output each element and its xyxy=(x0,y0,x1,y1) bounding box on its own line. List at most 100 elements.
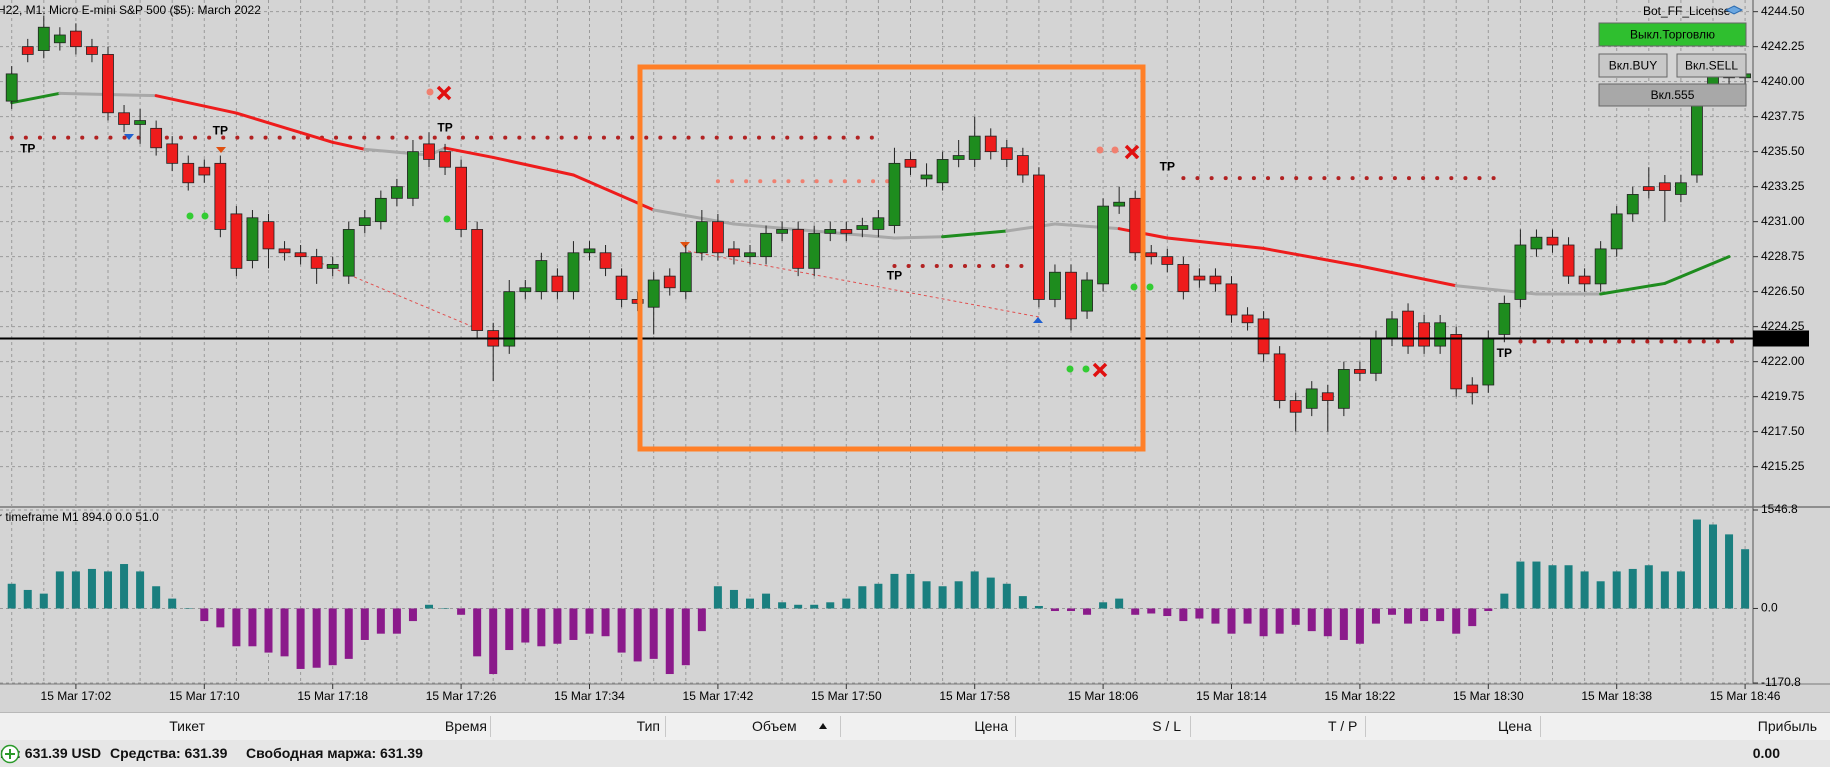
y-tick-label: 4235.50 xyxy=(1761,144,1805,158)
arrow-marker xyxy=(216,147,226,153)
candle-body xyxy=(952,155,965,160)
button-label[interactable]: Вкл.555 xyxy=(1651,88,1695,102)
histogram-bar xyxy=(986,577,995,609)
profit: 0.00 xyxy=(1752,745,1780,761)
column-header[interactable]: Объем xyxy=(752,718,797,734)
candle-body xyxy=(1546,236,1559,246)
histogram-bar xyxy=(280,608,289,657)
histogram-bar xyxy=(505,608,514,651)
candle-body xyxy=(423,143,435,160)
histogram-bar xyxy=(200,608,209,622)
moving-average-segment xyxy=(234,111,335,144)
histogram-bar xyxy=(729,589,738,609)
y-tick-label: 1546.8 xyxy=(1761,502,1798,516)
candle-body xyxy=(1450,334,1463,390)
y-tick-label: 4244.50 xyxy=(1761,4,1805,18)
candle-body xyxy=(262,221,275,250)
candle-body xyxy=(1514,244,1527,300)
button-label[interactable]: Выкл.Торговлю xyxy=(1630,28,1715,42)
candle-body xyxy=(1402,310,1414,347)
moving-average-segment xyxy=(941,229,1009,239)
histogram-bar xyxy=(1115,598,1124,609)
candle-body xyxy=(37,26,50,51)
candle-body xyxy=(342,229,355,277)
equity: Средства: 631.39 xyxy=(110,745,228,761)
candle-body xyxy=(1354,369,1366,374)
chart-background xyxy=(0,0,1830,712)
column-header[interactable]: Тикет xyxy=(169,718,205,734)
column-header[interactable]: S / L xyxy=(1152,718,1181,734)
button[interactable] xyxy=(1598,53,1668,78)
histogram-bar xyxy=(1371,608,1380,624)
histogram-bar xyxy=(120,564,129,609)
histogram-bar xyxy=(1323,608,1332,637)
candle-body xyxy=(583,248,596,254)
column-header[interactable]: Цена xyxy=(1498,718,1532,734)
column-header[interactable]: Прибыль xyxy=(1757,718,1817,734)
histogram-bar xyxy=(697,608,706,632)
button[interactable] xyxy=(1676,53,1747,78)
histogram-bar xyxy=(794,604,803,609)
column-header[interactable]: T / P xyxy=(1328,718,1358,734)
marker-dot xyxy=(426,88,434,96)
candle-body xyxy=(1209,275,1222,285)
histogram-bar xyxy=(938,586,947,609)
histogram-bar xyxy=(1002,583,1011,609)
candle-body xyxy=(150,127,163,149)
free-margin: Свободная маржа: 631.39 xyxy=(246,745,423,761)
histogram-bar xyxy=(1692,519,1701,609)
histogram-bar xyxy=(1516,561,1525,609)
histogram-bar xyxy=(457,608,466,615)
histogram-bar xyxy=(1211,608,1220,624)
histogram-bar xyxy=(826,602,835,609)
histogram-bar xyxy=(425,604,433,609)
x-tick-label: 15 Mar 17:26 xyxy=(426,689,497,703)
column-header[interactable]: Цена xyxy=(974,718,1008,734)
x-tick-label: 15 Mar 18:14 xyxy=(1196,689,1267,703)
column-separator xyxy=(1015,716,1016,737)
candle-body xyxy=(535,260,548,293)
moving-average-segment xyxy=(10,91,62,105)
histogram-bar xyxy=(248,608,257,647)
candle-body xyxy=(390,186,403,199)
candle-body xyxy=(1418,322,1430,347)
histogram-bar xyxy=(1644,565,1653,609)
y-tick-label: 4240.00 xyxy=(1761,74,1805,88)
last-price-box xyxy=(1753,330,1809,347)
x-tick-label: 15 Mar 17:10 xyxy=(169,689,240,703)
histogram-bar xyxy=(762,593,771,609)
histogram-bar xyxy=(1532,561,1541,609)
candle-body xyxy=(1113,201,1126,207)
candle-body xyxy=(1049,271,1061,300)
candle-body xyxy=(278,248,291,254)
histogram-bar xyxy=(970,571,979,609)
chart-area: 4244.50 4242.25 4240.00 4237.75 4235.50 4233.… xyxy=(0,0,1830,712)
histogram-bar xyxy=(344,608,353,659)
button-label[interactable]: Вкл.SELL xyxy=(1685,59,1738,73)
indicator-title: r timeframe M1 894.0 0.0 51.0 xyxy=(0,510,159,524)
candle-body xyxy=(551,275,564,293)
column-header[interactable]: Тип xyxy=(636,718,660,734)
moving-average-segment xyxy=(1599,281,1667,296)
candle-body xyxy=(166,143,179,164)
histogram-bar xyxy=(1131,608,1140,615)
histogram-bar xyxy=(778,602,787,609)
histogram-bar xyxy=(1484,608,1493,612)
moving-average-segment xyxy=(1005,222,1057,233)
marker-dot xyxy=(201,212,209,220)
histogram-bar xyxy=(152,586,161,609)
candle-body xyxy=(1000,147,1013,160)
button[interactable] xyxy=(1598,22,1747,47)
add-button[interactable] xyxy=(0,744,20,764)
candle-body xyxy=(1675,182,1687,195)
button[interactable] xyxy=(1598,83,1747,107)
column-header[interactable]: Время xyxy=(444,718,487,734)
column-separator xyxy=(490,716,491,737)
histogram-bar xyxy=(1227,608,1236,634)
candle-body xyxy=(1321,392,1334,401)
candle-body xyxy=(728,248,740,258)
candle-body xyxy=(1177,264,1190,293)
moving-average-segment xyxy=(331,140,367,151)
marker-dot xyxy=(1111,146,1119,154)
button-label[interactable]: Вкл.BUY xyxy=(1609,59,1657,73)
